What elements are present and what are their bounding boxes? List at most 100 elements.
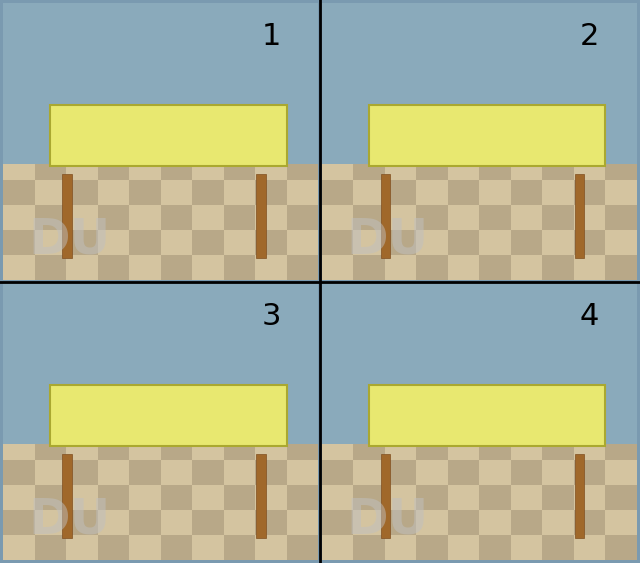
Bar: [224, 205, 255, 230]
Bar: [321, 510, 353, 535]
FancyBboxPatch shape: [369, 105, 605, 167]
Text: DU: DU: [28, 216, 111, 263]
Bar: [353, 180, 385, 205]
Bar: [416, 535, 447, 560]
Bar: [321, 461, 353, 485]
Bar: [511, 461, 542, 485]
Bar: [321, 180, 353, 205]
Bar: [129, 155, 161, 180]
Bar: [35, 205, 67, 230]
Bar: [447, 255, 479, 280]
Bar: [287, 510, 319, 535]
Bar: [67, 255, 98, 280]
Bar: [381, 454, 390, 538]
Bar: [511, 230, 542, 255]
Bar: [605, 230, 637, 255]
Bar: [447, 461, 479, 485]
Bar: [98, 510, 129, 535]
Bar: [287, 155, 319, 180]
Bar: [224, 461, 255, 485]
Bar: [193, 510, 224, 535]
Bar: [385, 510, 416, 535]
Bar: [542, 205, 573, 230]
Bar: [447, 230, 479, 255]
Bar: [447, 155, 479, 180]
Bar: [447, 435, 479, 461]
Bar: [511, 255, 542, 280]
Bar: [605, 435, 637, 461]
Bar: [62, 454, 72, 538]
Text: DU: DU: [28, 495, 111, 543]
Bar: [161, 535, 193, 560]
Bar: [573, 205, 605, 230]
Bar: [3, 3, 319, 164]
Bar: [193, 255, 224, 280]
Bar: [287, 230, 319, 255]
Bar: [255, 535, 287, 560]
Bar: [353, 255, 385, 280]
Bar: [479, 205, 511, 230]
Bar: [129, 435, 161, 461]
Bar: [479, 461, 511, 485]
Bar: [575, 174, 584, 258]
Bar: [129, 485, 161, 510]
Bar: [67, 461, 98, 485]
Bar: [416, 230, 447, 255]
Bar: [573, 435, 605, 461]
Bar: [321, 230, 353, 255]
Bar: [542, 230, 573, 255]
Bar: [385, 535, 416, 560]
Text: DU: DU: [347, 216, 429, 263]
Bar: [511, 435, 542, 461]
Text: 2: 2: [580, 22, 600, 51]
Bar: [542, 155, 573, 180]
Bar: [479, 510, 511, 535]
Bar: [255, 255, 287, 280]
Bar: [287, 180, 319, 205]
Bar: [573, 155, 605, 180]
Bar: [161, 255, 193, 280]
FancyBboxPatch shape: [51, 386, 287, 446]
Bar: [573, 461, 605, 485]
Bar: [98, 535, 129, 560]
Bar: [224, 485, 255, 510]
Bar: [542, 435, 573, 461]
Bar: [193, 180, 224, 205]
Bar: [573, 180, 605, 205]
Bar: [385, 461, 416, 485]
Bar: [321, 435, 353, 461]
Bar: [479, 230, 511, 255]
Bar: [573, 485, 605, 510]
Bar: [321, 3, 637, 164]
Bar: [35, 180, 67, 205]
Bar: [511, 155, 542, 180]
Bar: [3, 155, 35, 180]
Bar: [542, 485, 573, 510]
Bar: [3, 180, 35, 205]
Bar: [385, 205, 416, 230]
Bar: [511, 510, 542, 535]
Bar: [381, 174, 390, 258]
Bar: [224, 535, 255, 560]
Bar: [573, 510, 605, 535]
Bar: [129, 255, 161, 280]
Bar: [129, 180, 161, 205]
Bar: [193, 485, 224, 510]
Bar: [353, 155, 385, 180]
Bar: [321, 485, 353, 510]
Bar: [129, 535, 161, 560]
Bar: [353, 510, 385, 535]
Bar: [129, 230, 161, 255]
Text: 1: 1: [262, 22, 281, 51]
Bar: [605, 510, 637, 535]
Bar: [224, 180, 255, 205]
Bar: [35, 461, 67, 485]
Bar: [129, 510, 161, 535]
Bar: [35, 230, 67, 255]
Bar: [67, 485, 98, 510]
Bar: [573, 230, 605, 255]
Bar: [129, 205, 161, 230]
Bar: [224, 510, 255, 535]
Bar: [98, 255, 129, 280]
Bar: [447, 205, 479, 230]
